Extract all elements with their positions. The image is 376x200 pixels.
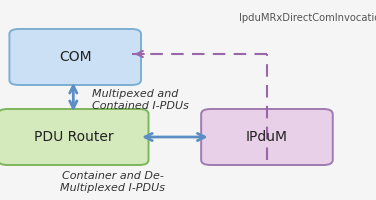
Text: PDU Router: PDU Router — [33, 130, 113, 144]
Text: IPduM: IPduM — [246, 130, 288, 144]
Text: Multipexed and
Contained I-PDUs: Multipexed and Contained I-PDUs — [92, 89, 189, 111]
FancyBboxPatch shape — [9, 29, 141, 85]
FancyBboxPatch shape — [0, 109, 149, 165]
Text: IpduMRxDirectComInvocation == true: IpduMRxDirectComInvocation == true — [239, 13, 376, 23]
FancyBboxPatch shape — [201, 109, 333, 165]
Text: Container and De-
Multiplexed I-PDUs: Container and De- Multiplexed I-PDUs — [60, 171, 165, 193]
Text: COM: COM — [59, 50, 91, 64]
